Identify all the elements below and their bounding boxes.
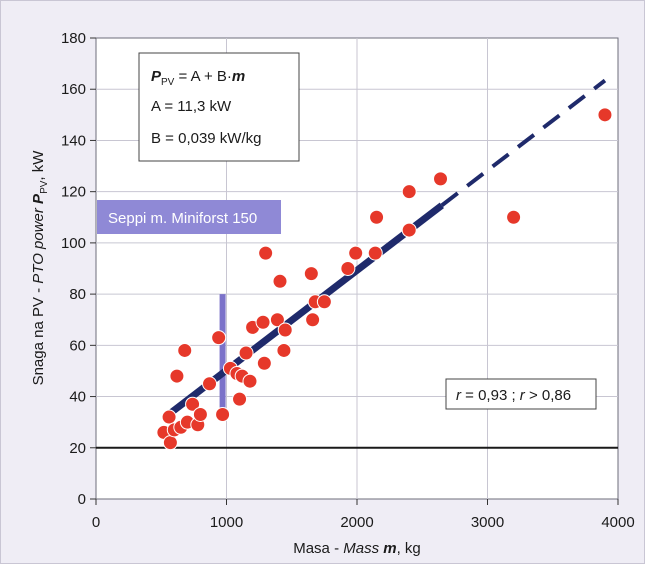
r-symbol-2: r [520,387,526,404]
data-points [156,107,613,451]
data-point [169,368,185,384]
data-point [303,266,319,282]
data-point [369,209,385,225]
y-tick-label: 60 [69,337,86,354]
data-point [277,322,293,338]
x-label-italic: Mass [343,540,383,557]
y-label-italic: PTO power [30,204,47,284]
data-point [258,245,274,261]
seppi-label-text: Seppi m. Miniforst 150 [108,210,257,227]
r-value: = 0,93 ; [461,387,520,404]
seppi-label-tag: Seppi m. Miniforst 150 [97,200,281,234]
data-point [597,107,613,123]
y-tick-label: 160 [61,81,86,98]
y-label-suffix: , kW [30,150,47,181]
data-point [269,312,285,328]
y-label-prefix: Snaga na PV - [30,284,47,386]
y-label-symbol: P [30,193,47,204]
x-tick-label: 0 [92,514,100,531]
data-point [506,209,522,225]
x-label-prefix: Masa - [293,540,343,557]
y-tick-label: 20 [69,440,86,457]
correlation-text: r = 0,93 ; r > 0,86 [456,387,571,404]
x-label-symbol: m [383,540,396,557]
y-tick-label: 0 [78,491,86,508]
formula-symbol: P [151,68,162,85]
r-threshold: > 0,86 [525,387,571,404]
data-point [401,222,417,238]
formula-m: m [232,68,245,85]
data-point [161,409,177,425]
data-point [255,314,271,330]
data-point [238,345,254,361]
data-point [162,435,178,451]
data-point [340,261,356,276]
data-point [192,406,208,422]
correlation-box: r = 0,93 ; r > 0,86 [445,378,597,410]
y-tick-label: 100 [61,235,86,252]
formula-box: PPV = A + B·m A = 11,3 kW B = 0,039 kW/k… [138,52,300,162]
x-tick-label: 1000 [210,514,243,531]
formula-box-frame [138,52,300,162]
x-tick-label: 2000 [340,514,373,531]
data-point [215,406,231,422]
data-point [177,342,193,358]
y-tick-label: 120 [61,184,86,201]
data-point [401,184,417,200]
y-axis-label: Snaga na PV - PTO power PPV, kW [30,150,50,386]
data-point [276,342,292,358]
data-point [185,396,201,412]
x-axis-label: Masa - Mass m, kg [293,540,421,557]
data-point [272,273,288,289]
data-point [367,245,383,261]
data-point [348,245,364,261]
data-point [202,376,218,392]
data-point [433,171,449,187]
data-point [242,373,258,389]
data-point [232,391,248,407]
y-label-subscript: PV [39,180,50,194]
seppi-label-bg [97,200,281,234]
y-tick-label: 80 [69,286,86,303]
formula-b-line: B = 0,039 kW/kg [151,130,261,147]
y-tick-label: 40 [69,389,86,406]
formula-a-line: A = 11,3 kW [151,98,232,115]
axes: 0 20 40 60 80 100 120 140 160 180 0 1000 2000 3000 400… [61,30,635,531]
y-tick-label: 180 [61,30,86,47]
x-label-suffix: , kg [397,540,421,557]
x-tick-label: 4000 [601,514,634,531]
formula-rhs: = A + B· [174,68,232,85]
data-point [256,355,272,371]
data-point [316,294,332,310]
data-point [211,330,227,346]
regression-line-dashed [440,78,607,207]
r-symbol-1: r [456,387,462,404]
x-tick-label: 3000 [471,514,504,531]
formula-equation: PPV = A + B·m [151,68,245,88]
data-point [305,312,321,328]
correlation-box-frame [445,378,597,410]
y-tick-label: 140 [61,132,86,149]
formula-subscript: PV [161,77,175,88]
